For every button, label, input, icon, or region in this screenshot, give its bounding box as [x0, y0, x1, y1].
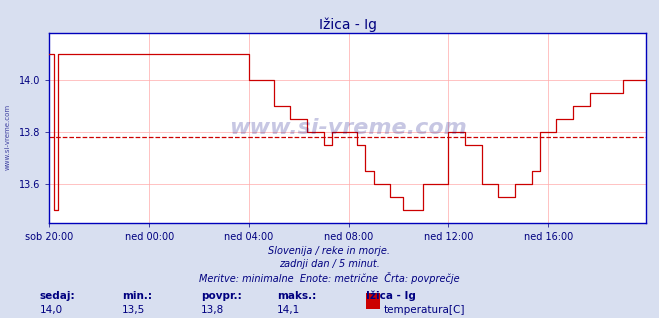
Text: Ižica - Ig: Ižica - Ig	[366, 291, 416, 301]
Text: povpr.:: povpr.:	[201, 291, 242, 301]
Text: 13,8: 13,8	[201, 305, 224, 315]
Text: zadnji dan / 5 minut.: zadnji dan / 5 minut.	[279, 259, 380, 269]
Text: temperatura[C]: temperatura[C]	[384, 305, 465, 315]
Text: sedaj:: sedaj:	[40, 291, 75, 301]
Text: www.si-vreme.com: www.si-vreme.com	[229, 118, 467, 138]
Text: maks.:: maks.:	[277, 291, 316, 301]
Text: www.si-vreme.com: www.si-vreme.com	[5, 104, 11, 170]
Text: Meritve: minimalne  Enote: metrične  Črta: povprečje: Meritve: minimalne Enote: metrične Črta:…	[199, 272, 460, 284]
Text: 13,5: 13,5	[122, 305, 145, 315]
Text: 14,0: 14,0	[40, 305, 63, 315]
Text: min.:: min.:	[122, 291, 152, 301]
Text: Slovenija / reke in morje.: Slovenija / reke in morje.	[268, 246, 391, 256]
Title: Ižica - Ig: Ižica - Ig	[318, 18, 377, 32]
Text: 14,1: 14,1	[277, 305, 300, 315]
